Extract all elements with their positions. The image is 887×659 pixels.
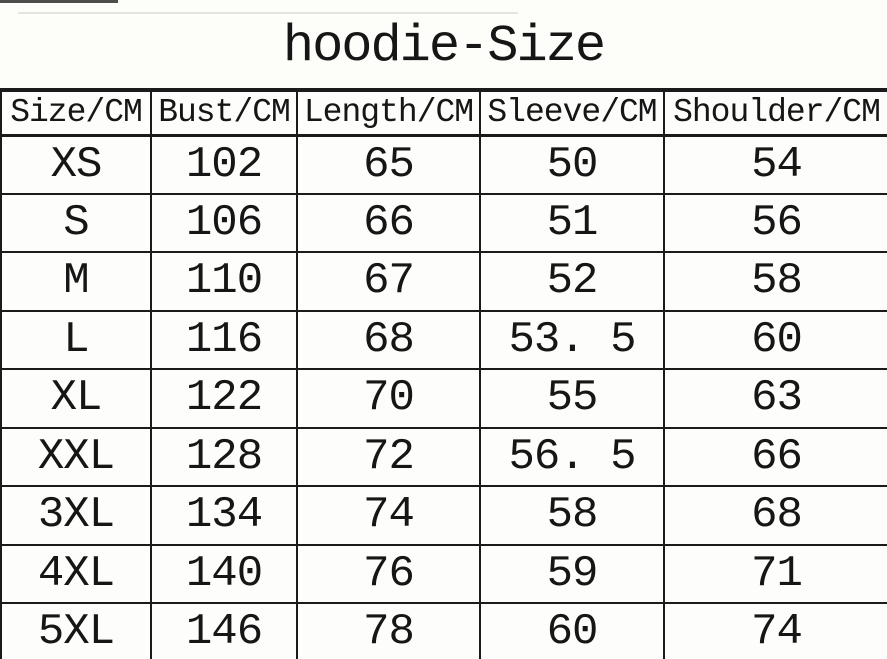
size-table: Size/CM Bust/CM Length/CM Sleeve/CM Shou… bbox=[0, 88, 887, 659]
table-row: L 116 68 53. 5 60 bbox=[0, 309, 887, 370]
measurement-cell: 54 bbox=[663, 134, 887, 195]
measurement-cell: 66 bbox=[663, 426, 887, 487]
size-label-cell: M bbox=[0, 251, 152, 312]
column-header-size: Size/CM bbox=[0, 88, 152, 137]
measurement-cell: 60 bbox=[479, 602, 665, 659]
measurement-cell: 106 bbox=[150, 192, 298, 253]
measurement-cell: 58 bbox=[663, 251, 887, 312]
measurement-cell: 53. 5 bbox=[479, 309, 665, 370]
scan-artifact-streak bbox=[18, 12, 518, 14]
size-label-cell: 3XL bbox=[0, 485, 152, 546]
column-header-bust: Bust/CM bbox=[150, 88, 298, 137]
measurement-cell: 140 bbox=[150, 543, 298, 604]
measurement-cell: 58 bbox=[479, 485, 665, 546]
size-label-cell: XS bbox=[0, 134, 152, 195]
measurement-cell: 56 bbox=[663, 192, 887, 253]
measurement-cell: 68 bbox=[296, 309, 481, 370]
measurement-cell: 68 bbox=[663, 485, 887, 546]
measurement-cell: 52 bbox=[479, 251, 665, 312]
size-table-body: XS 102 65 50 54 S 106 66 51 56 M 110 67 52 58 L 116 68 53.… bbox=[0, 134, 887, 659]
measurement-cell: 63 bbox=[663, 368, 887, 429]
column-header-length: Length/CM bbox=[296, 88, 481, 137]
measurement-cell: 116 bbox=[150, 309, 298, 370]
measurement-cell: 74 bbox=[296, 485, 481, 546]
measurement-cell: 72 bbox=[296, 426, 481, 487]
size-label-cell: 5XL bbox=[0, 602, 152, 659]
table-row: 3XL 134 74 58 68 bbox=[0, 485, 887, 546]
table-row: XS 102 65 50 54 bbox=[0, 134, 887, 195]
table-row: XXL 128 72 56. 5 66 bbox=[0, 426, 887, 487]
measurement-cell: 102 bbox=[150, 134, 298, 195]
size-label-cell: 4XL bbox=[0, 543, 152, 604]
size-label-cell: L bbox=[0, 309, 152, 370]
measurement-cell: 56. 5 bbox=[479, 426, 665, 487]
measurement-cell: 67 bbox=[296, 251, 481, 312]
table-row: XL 122 70 55 63 bbox=[0, 368, 887, 429]
measurement-cell: 110 bbox=[150, 251, 298, 312]
measurement-cell: 71 bbox=[663, 543, 887, 604]
header-row: Size/CM Bust/CM Length/CM Sleeve/CM Shou… bbox=[0, 88, 887, 137]
page-title: hoodie-Size bbox=[282, 16, 606, 76]
column-header-shoulder: Shoulder/CM bbox=[663, 88, 887, 137]
measurement-cell: 59 bbox=[479, 543, 665, 604]
measurement-cell: 50 bbox=[479, 134, 665, 195]
column-header-sleeve: Sleeve/CM bbox=[479, 88, 665, 137]
measurement-cell: 66 bbox=[296, 192, 481, 253]
measurement-cell: 70 bbox=[296, 368, 481, 429]
measurement-cell: 122 bbox=[150, 368, 298, 429]
table-row: 4XL 140 76 59 71 bbox=[0, 543, 887, 604]
size-label-cell: XXL bbox=[0, 426, 152, 487]
table-row: 5XL 146 78 60 74 bbox=[0, 602, 887, 659]
measurement-cell: 76 bbox=[296, 543, 481, 604]
measurement-cell: 51 bbox=[479, 192, 665, 253]
measurement-cell: 60 bbox=[663, 309, 887, 370]
measurement-cell: 78 bbox=[296, 602, 481, 659]
measurement-cell: 74 bbox=[663, 602, 887, 659]
measurement-cell: 65 bbox=[296, 134, 481, 195]
measurement-cell: 55 bbox=[479, 368, 665, 429]
measurement-cell: 128 bbox=[150, 426, 298, 487]
measurement-cell: 134 bbox=[150, 485, 298, 546]
table-row: M 110 67 52 58 bbox=[0, 251, 887, 312]
measurement-cell: 146 bbox=[150, 602, 298, 659]
title-bar: hoodie-Size bbox=[0, 0, 887, 88]
size-table-header: Size/CM Bust/CM Length/CM Sleeve/CM Shou… bbox=[0, 88, 887, 137]
scan-artifact-line bbox=[0, 0, 118, 3]
size-label-cell: S bbox=[0, 192, 152, 253]
table-row: S 106 66 51 56 bbox=[0, 192, 887, 253]
size-label-cell: XL bbox=[0, 368, 152, 429]
